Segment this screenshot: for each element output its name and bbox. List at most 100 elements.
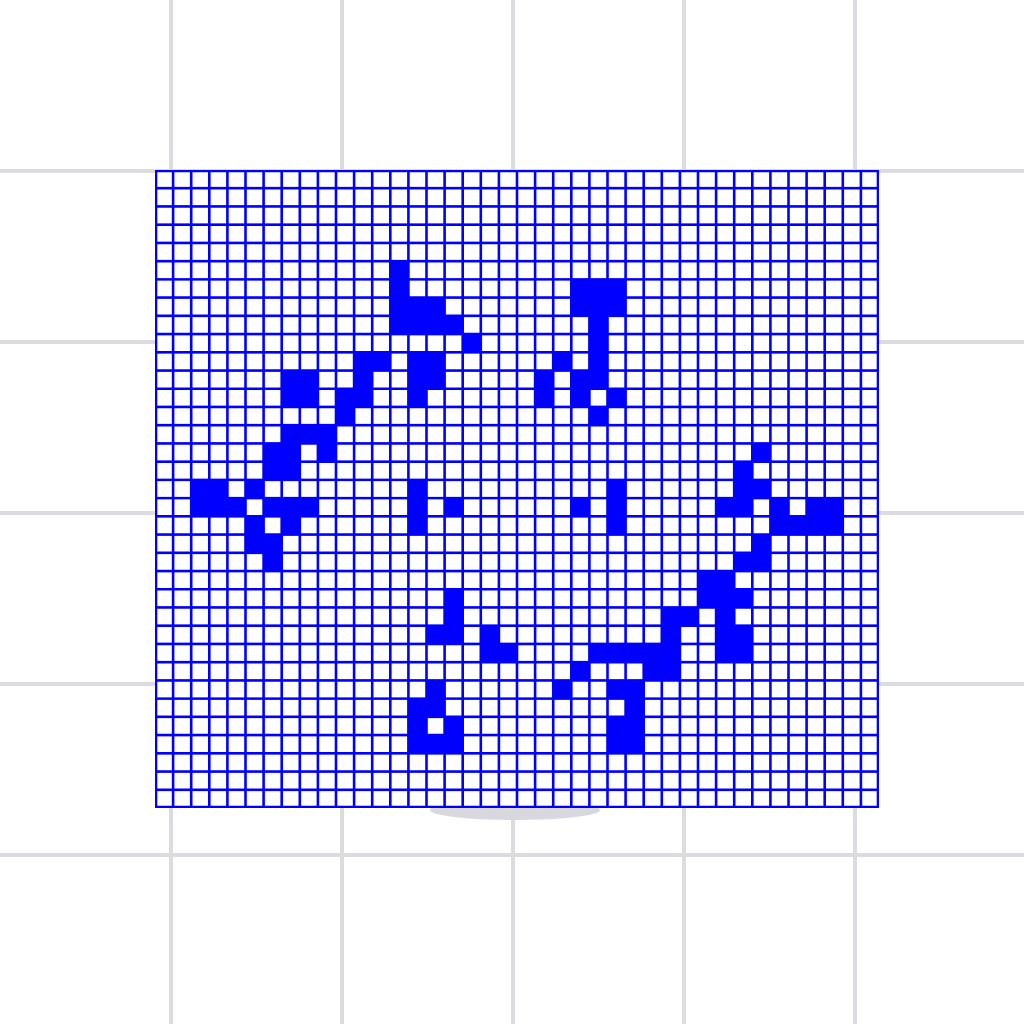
live-cell[interactable] [281, 516, 301, 536]
live-cell[interactable] [734, 479, 753, 499]
live-cell[interactable] [245, 534, 265, 554]
live-cell[interactable] [390, 279, 409, 299]
live-cell[interactable] [317, 443, 337, 463]
live-cell[interactable] [734, 643, 753, 663]
live-cell[interactable] [553, 680, 572, 700]
live-cell[interactable] [589, 279, 608, 299]
live-cell[interactable] [643, 643, 663, 663]
live-cell[interactable] [444, 735, 464, 754]
live-cell[interactable] [299, 388, 319, 408]
live-cell[interactable] [716, 607, 735, 627]
live-cell[interactable] [698, 571, 717, 590]
live-cell[interactable] [281, 461, 301, 481]
live-cell[interactable] [625, 735, 645, 754]
live-cell[interactable] [281, 443, 301, 463]
live-cell[interactable] [589, 352, 608, 372]
live-cell[interactable] [535, 388, 554, 408]
live-cell[interactable] [589, 334, 608, 353]
live-cell[interactable] [390, 315, 409, 335]
live-cell[interactable] [535, 370, 554, 390]
live-cell[interactable] [679, 607, 699, 627]
live-cell[interactable] [607, 388, 627, 408]
live-cell[interactable] [643, 662, 663, 681]
live-cell[interactable] [607, 716, 627, 736]
live-cell[interactable] [661, 643, 681, 663]
live-cell[interactable] [354, 352, 373, 372]
live-cell[interactable] [770, 498, 789, 517]
live-cell[interactable] [372, 352, 391, 372]
live-cell[interactable] [607, 297, 627, 317]
live-cell[interactable] [281, 370, 301, 390]
live-cell[interactable] [263, 498, 283, 517]
live-cell[interactable] [498, 643, 518, 663]
live-cell[interactable] [734, 498, 753, 517]
live-cell[interactable] [408, 716, 427, 736]
live-cell[interactable] [716, 498, 735, 517]
live-cell[interactable] [571, 297, 590, 317]
live-cell[interactable] [589, 297, 608, 317]
live-cell[interactable] [625, 698, 645, 718]
live-cell[interactable] [824, 498, 844, 517]
live-cell[interactable] [607, 643, 627, 663]
live-cell[interactable] [426, 297, 446, 317]
live-cell[interactable] [661, 662, 681, 681]
live-cell[interactable] [589, 406, 608, 426]
live-cell[interactable] [426, 352, 446, 372]
live-cell[interactable] [281, 388, 301, 408]
live-cell[interactable] [607, 680, 627, 700]
live-cell[interactable] [299, 498, 319, 517]
live-cell[interactable] [734, 552, 753, 572]
live-cell[interactable] [607, 279, 627, 299]
live-cell[interactable] [698, 589, 717, 608]
live-cell[interactable] [480, 625, 500, 645]
live-cell[interactable] [480, 643, 500, 663]
live-cell[interactable] [553, 352, 572, 372]
live-cell[interactable] [227, 498, 246, 517]
live-cell[interactable] [661, 625, 681, 645]
live-cell[interactable] [752, 552, 771, 572]
live-cell[interactable] [426, 680, 446, 700]
live-cell[interactable] [354, 370, 373, 390]
live-cell[interactable] [191, 498, 210, 517]
live-cell[interactable] [625, 680, 645, 700]
live-cell[interactable] [571, 279, 590, 299]
live-cell[interactable] [806, 498, 826, 517]
live-cell[interactable] [444, 589, 464, 608]
live-cell[interactable] [444, 498, 464, 517]
live-cell[interactable] [209, 479, 228, 499]
live-cell[interactable] [752, 479, 771, 499]
live-cell[interactable] [317, 425, 337, 444]
live-cell[interactable] [354, 388, 373, 408]
live-cell[interactable] [336, 406, 355, 426]
live-cell[interactable] [191, 479, 210, 499]
live-cell[interactable] [716, 571, 735, 590]
live-cell[interactable] [408, 297, 427, 317]
live-cell[interactable] [408, 388, 427, 408]
live-cell[interactable] [607, 735, 627, 754]
live-cell[interactable] [571, 498, 590, 517]
live-cell[interactable] [444, 716, 464, 736]
live-cell[interactable] [734, 589, 753, 608]
live-cell[interactable] [336, 388, 355, 408]
live-cell[interactable] [444, 315, 464, 335]
live-cell[interactable] [589, 370, 608, 390]
live-cell[interactable] [408, 698, 427, 718]
live-cell[interactable] [408, 315, 427, 335]
live-cell[interactable] [661, 607, 681, 627]
live-cell[interactable] [752, 443, 771, 463]
live-cell[interactable] [408, 352, 427, 372]
live-cell[interactable] [263, 534, 283, 554]
live-cell[interactable] [426, 735, 446, 754]
live-cell[interactable] [408, 498, 427, 517]
live-cell[interactable] [299, 425, 319, 444]
live-cell[interactable] [734, 461, 753, 481]
live-cell[interactable] [607, 479, 627, 499]
live-cell[interactable] [209, 498, 228, 517]
live-cell[interactable] [716, 589, 735, 608]
live-cell[interactable] [263, 443, 283, 463]
live-cell[interactable] [408, 479, 427, 499]
live-cell[interactable] [426, 315, 446, 335]
live-cell[interactable] [263, 552, 283, 572]
live-cell[interactable] [390, 297, 409, 317]
live-cell[interactable] [408, 370, 427, 390]
